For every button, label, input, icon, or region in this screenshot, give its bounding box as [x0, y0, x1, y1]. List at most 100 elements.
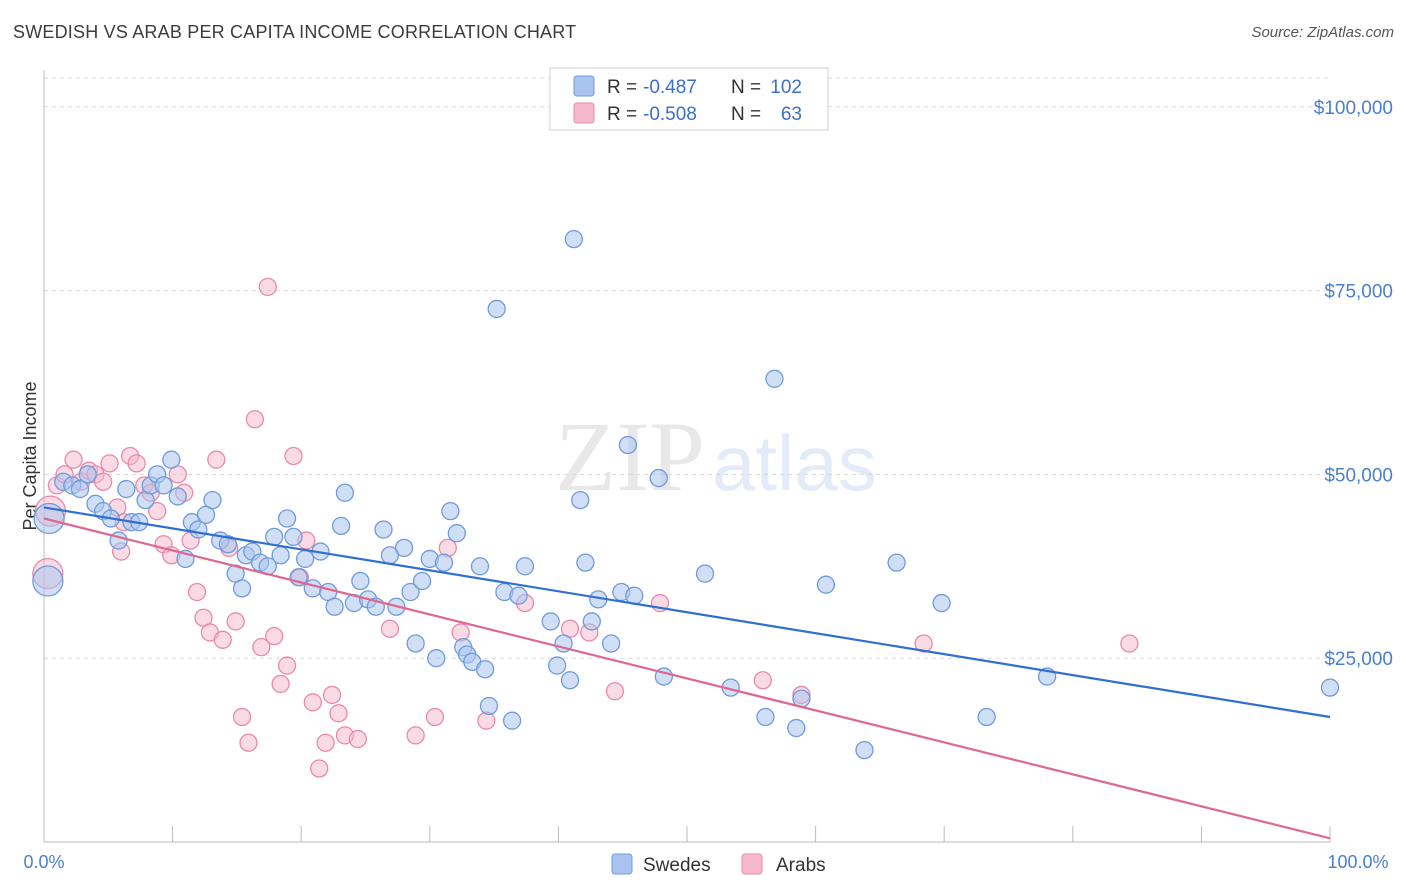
swedes-point	[787, 718, 806, 738]
legend-arabs-r-value: -0.508	[643, 104, 697, 125]
arabs-point	[232, 707, 252, 727]
arabs-point	[100, 454, 119, 473]
swedes-point	[695, 564, 715, 583]
swedes-point	[218, 535, 238, 554]
swedes-point	[560, 671, 580, 690]
swedes-point	[470, 557, 490, 576]
swedes-point	[571, 490, 590, 510]
arabs-point	[207, 450, 226, 469]
swedes-point	[70, 479, 90, 499]
swedes-point	[475, 660, 495, 679]
arabs-point	[303, 693, 322, 712]
x-axis-ticks	[43, 826, 1331, 842]
swedes-point	[576, 553, 595, 572]
swedes-point	[162, 450, 181, 469]
swedes-point	[295, 549, 315, 569]
swedes-point	[284, 527, 303, 547]
zipatlas-watermark: ZIP atlas	[555, 401, 877, 512]
swedes-point	[582, 612, 601, 631]
swedes-point	[479, 696, 499, 716]
legend-arabs-n-value: 63	[781, 104, 802, 125]
legend-swedes-swatch	[573, 75, 595, 97]
swedes-point	[117, 479, 136, 499]
arabs-point	[316, 733, 335, 752]
swedes-point	[335, 483, 355, 502]
swedes-point	[977, 707, 996, 727]
series-legend-arabs-label: Arabs	[776, 855, 826, 876]
swedes-point	[265, 527, 284, 547]
legend-box	[549, 67, 829, 131]
swedes-point	[618, 435, 637, 455]
arabs-point	[265, 626, 284, 646]
y-axis-tick-labels: $25,000 $50,000 $75,000 $100,000	[1314, 98, 1393, 670]
swedes-point	[816, 575, 836, 594]
swedes-point	[33, 502, 65, 535]
swedes-point	[515, 557, 535, 576]
series-legend: Swedes Arabs	[611, 853, 826, 876]
legend-swedes-n-label: N =	[731, 77, 761, 98]
swedes-trend-line	[43, 506, 1331, 719]
svg-text:atlas: atlas	[712, 419, 877, 507]
arabs-point	[284, 446, 303, 466]
chart-title: SWEDISH VS ARAB PER CAPITA INCOME CORREL…	[13, 22, 577, 42]
arabs-point	[252, 638, 271, 657]
swedes-point	[441, 501, 460, 521]
swedes-point	[331, 516, 351, 535]
arabs-point	[187, 582, 207, 602]
swedes-point	[154, 476, 173, 495]
y-tick-label: $25,000	[1324, 649, 1393, 670]
x-tick-label-max: 100.0%	[1327, 852, 1388, 872]
legend-swedes-n-value: 102	[770, 77, 802, 98]
x-tick-label-min: 0.0%	[23, 852, 64, 872]
y-tick-label: $100,000	[1314, 98, 1393, 119]
y-tick-label: $50,000	[1324, 465, 1393, 486]
swedes-point	[487, 299, 506, 319]
swedes-point	[394, 538, 414, 558]
legend-arabs-swatch	[573, 102, 595, 124]
swedes-point	[541, 612, 560, 631]
arabs-point	[753, 671, 773, 690]
arabs-point	[310, 759, 329, 778]
swedes-point	[502, 711, 522, 730]
arabs-point	[1120, 634, 1139, 653]
swedes-point	[406, 634, 425, 653]
arabs-point	[425, 707, 445, 727]
y-tick-label: $75,000	[1324, 282, 1393, 303]
arabs-point	[914, 634, 933, 653]
swedes-point	[1320, 678, 1340, 697]
arabs-point	[380, 619, 400, 638]
arabs-point	[348, 729, 367, 749]
source-credit: Source: ZipAtlas.com	[1251, 24, 1394, 41]
arabs-point	[64, 450, 83, 469]
swedes-point	[303, 579, 322, 598]
y-axis-label: Per Capita Income	[20, 381, 40, 530]
correlation-legend: R = -0.487 N = 102 R = -0.508 N = 63	[549, 67, 829, 131]
swedes-point	[649, 468, 668, 488]
swedes-point	[325, 597, 344, 616]
trend-lines	[43, 506, 1331, 840]
swedes-point	[232, 579, 252, 598]
arabs-point	[271, 674, 290, 694]
arabs-point	[322, 685, 342, 705]
legend-swedes-r-label: R =	[607, 77, 637, 98]
swedes-point	[412, 571, 432, 591]
arabs-point	[329, 704, 348, 723]
swedes-point	[427, 649, 446, 668]
legend-arabs-r-label: R =	[607, 104, 637, 125]
legend-arabs-n-label: N =	[731, 104, 761, 125]
arabs-point	[213, 630, 232, 649]
arabs-trend-line	[43, 517, 1331, 840]
arabs-point	[245, 410, 265, 429]
swedes-point	[168, 487, 187, 506]
swedes-point	[855, 740, 874, 760]
swedes-point	[203, 490, 222, 510]
series-legend-swedes-label: Swedes	[643, 855, 711, 876]
swedes-point	[78, 465, 97, 484]
legend-swedes-r-value: -0.487	[643, 77, 697, 98]
swedes-point	[509, 586, 528, 605]
arabs-point	[127, 454, 146, 473]
swedes-point	[271, 546, 290, 565]
swedes-point	[756, 707, 775, 727]
arabs-point	[239, 733, 258, 752]
